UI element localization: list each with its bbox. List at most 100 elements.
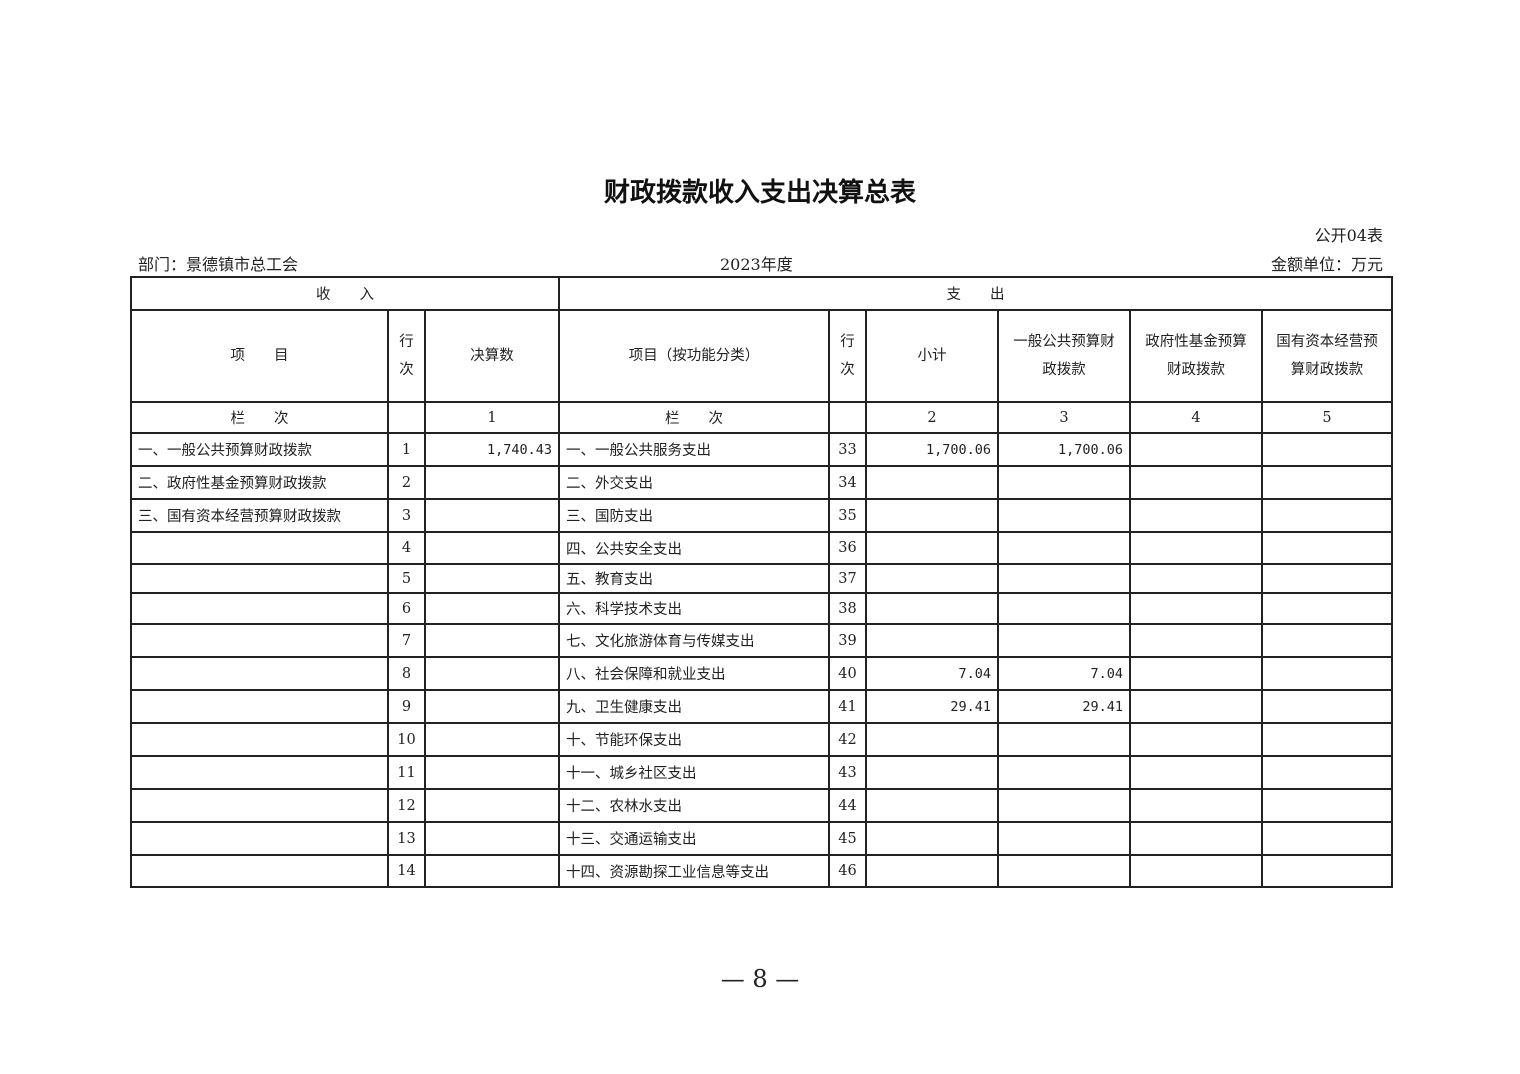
- income-row-no-cell: 8: [387, 656, 426, 691]
- income-row-no-cell: 6: [387, 592, 426, 625]
- income-amount-cell: [424, 854, 560, 888]
- income-amount-cell: 1,740.43: [424, 432, 560, 467]
- income-header: 收 入: [130, 276, 560, 311]
- income-row-no-cell: 14: [387, 854, 426, 888]
- general-budget-amount-cell: [997, 722, 1131, 757]
- expense-row-no-cell: 36: [828, 531, 867, 565]
- department: 部门：景德镇市总工会: [138, 255, 299, 274]
- table-row: 7 七、文化旅游体育与传媒支出 39: [130, 623, 1393, 658]
- empty-cell: [828, 401, 867, 434]
- state-capital-amount-cell: [1261, 592, 1393, 625]
- income-row-no-cell: 10: [387, 722, 426, 757]
- general-budget-amount-cell: [997, 465, 1131, 500]
- general-budget-amount-cell: [997, 498, 1131, 533]
- table-row: 14 十四、资源勘探工业信息等支出 46: [130, 854, 1393, 888]
- state-capital-amount-cell: [1261, 689, 1393, 724]
- col-number-5: 5: [1261, 401, 1393, 434]
- income-item-cell: [130, 788, 389, 823]
- general-budget-amount-cell: [997, 821, 1131, 856]
- income-row-no-cell: 1: [387, 432, 426, 467]
- subtotal-cell: [865, 755, 999, 790]
- expense-row-no-cell: 43: [828, 755, 867, 790]
- expense-item-cell: 十一、城乡社区支出: [558, 755, 830, 790]
- subtotal-cell: [865, 788, 999, 823]
- general-budget-amount-cell: [997, 788, 1131, 823]
- income-row-no-cell: 9: [387, 689, 426, 724]
- form-number: 公开04表: [1314, 226, 1383, 245]
- expense-item-cell: 八、社会保障和就业支出: [558, 656, 830, 691]
- col-label: 栏 次: [130, 401, 389, 434]
- state-capital-amount-cell: [1261, 722, 1393, 757]
- expense-item-cell: 七、文化旅游体育与传媒支出: [558, 623, 830, 658]
- state-capital-amount-cell: [1261, 755, 1393, 790]
- income-amount-cell: [424, 821, 560, 856]
- income-item-cell: 三、国有资本经营预算财政拨款: [130, 498, 389, 533]
- table-row: 4 四、公共安全支出 36: [130, 531, 1393, 565]
- gov-fund-amount-cell: [1129, 531, 1263, 565]
- subtotal-cell: [865, 821, 999, 856]
- subtotal-cell: [865, 465, 999, 500]
- income-item-cell: [130, 722, 389, 757]
- table-row: 8 八、社会保障和就业支出 40 7.04 7.04: [130, 656, 1393, 691]
- expense-row-no-cell: 33: [828, 432, 867, 467]
- income-item-cell: [130, 563, 389, 594]
- income-item-cell: 二、政府性基金预算财政拨款: [130, 465, 389, 500]
- gov-fund-amount-cell: [1129, 592, 1263, 625]
- expense-row-no-cell: 38: [828, 592, 867, 625]
- expense-item-cell: 五、教育支出: [558, 563, 830, 594]
- table-row: 13 十三、交通运输支出 45: [130, 821, 1393, 856]
- gov-fund-amount-cell: [1129, 821, 1263, 856]
- subtotal-cell: [865, 531, 999, 565]
- income-amount-cell: [424, 755, 560, 790]
- income-row-no-cell: 5: [387, 563, 426, 594]
- state-capital-amount-cell: [1261, 465, 1393, 500]
- state-capital-amount-cell: [1261, 498, 1393, 533]
- income-amount-cell: [424, 531, 560, 565]
- expense-row-no-cell: 39: [828, 623, 867, 658]
- expense-item-header: 项目（按功能分类）: [558, 309, 830, 403]
- subtotal-cell: [865, 722, 999, 757]
- expense-item-cell: 十三、交通运输支出: [558, 821, 830, 856]
- gov-fund-header: 政府性基金预算财政拨款: [1129, 309, 1263, 403]
- expense-header: 支 出: [558, 276, 1393, 311]
- gov-fund-amount-cell: [1129, 722, 1263, 757]
- table-row: 三、国有资本经营预算财政拨款 3 三、国防支出 35: [130, 498, 1393, 533]
- table-row: 一、一般公共预算财政拨款 1 1,740.43 一、一般公共服务支出 33 1,700.0…: [130, 432, 1393, 467]
- general-budget-amount-cell: [997, 531, 1131, 565]
- income-item-cell: [130, 854, 389, 888]
- income-row-no-header: 行次: [387, 309, 426, 403]
- income-item-cell: [130, 656, 389, 691]
- income-amount-cell: [424, 722, 560, 757]
- subtotal-cell: [865, 854, 999, 888]
- gov-fund-amount-cell: [1129, 788, 1263, 823]
- expense-item-cell: 十、节能环保支出: [558, 722, 830, 757]
- income-row-no-cell: 11: [387, 755, 426, 790]
- gov-fund-amount-cell: [1129, 498, 1263, 533]
- subtotal-header: 小计: [865, 309, 999, 403]
- table-row: 二、政府性基金预算财政拨款 2 二、外交支出 34: [130, 465, 1393, 500]
- state-capital-header: 国有资本经营预算财政拨款: [1261, 309, 1393, 403]
- income-amount-cell: [424, 592, 560, 625]
- general-budget-amount-cell: [997, 755, 1131, 790]
- expense-row-no-cell: 44: [828, 788, 867, 823]
- income-item-cell: [130, 821, 389, 856]
- gov-fund-amount-cell: [1129, 755, 1263, 790]
- subtotal-cell: [865, 592, 999, 625]
- expense-item-cell: 六、科学技术支出: [558, 592, 830, 625]
- income-row-no-cell: 3: [387, 498, 426, 533]
- table-row: 10 十、节能环保支出 42: [130, 722, 1393, 757]
- expense-row-no-cell: 46: [828, 854, 867, 888]
- expense-item-cell: 四、公共安全支出: [558, 531, 830, 565]
- income-row-no-cell: 4: [387, 531, 426, 565]
- subtotal-cell: 29.41: [865, 689, 999, 724]
- expense-item-cell: 一、一般公共服务支出: [558, 432, 830, 467]
- expense-row-no-cell: 41: [828, 689, 867, 724]
- gov-fund-amount-cell: [1129, 854, 1263, 888]
- table-row: 9 九、卫生健康支出 41 29.41 29.41: [130, 689, 1393, 724]
- subtotal-cell: 7.04: [865, 656, 999, 691]
- general-budget-amount-cell: 1,700.06: [997, 432, 1131, 467]
- gov-fund-amount-cell: [1129, 563, 1263, 594]
- state-capital-amount-cell: [1261, 563, 1393, 594]
- general-budget-amount-cell: [997, 592, 1131, 625]
